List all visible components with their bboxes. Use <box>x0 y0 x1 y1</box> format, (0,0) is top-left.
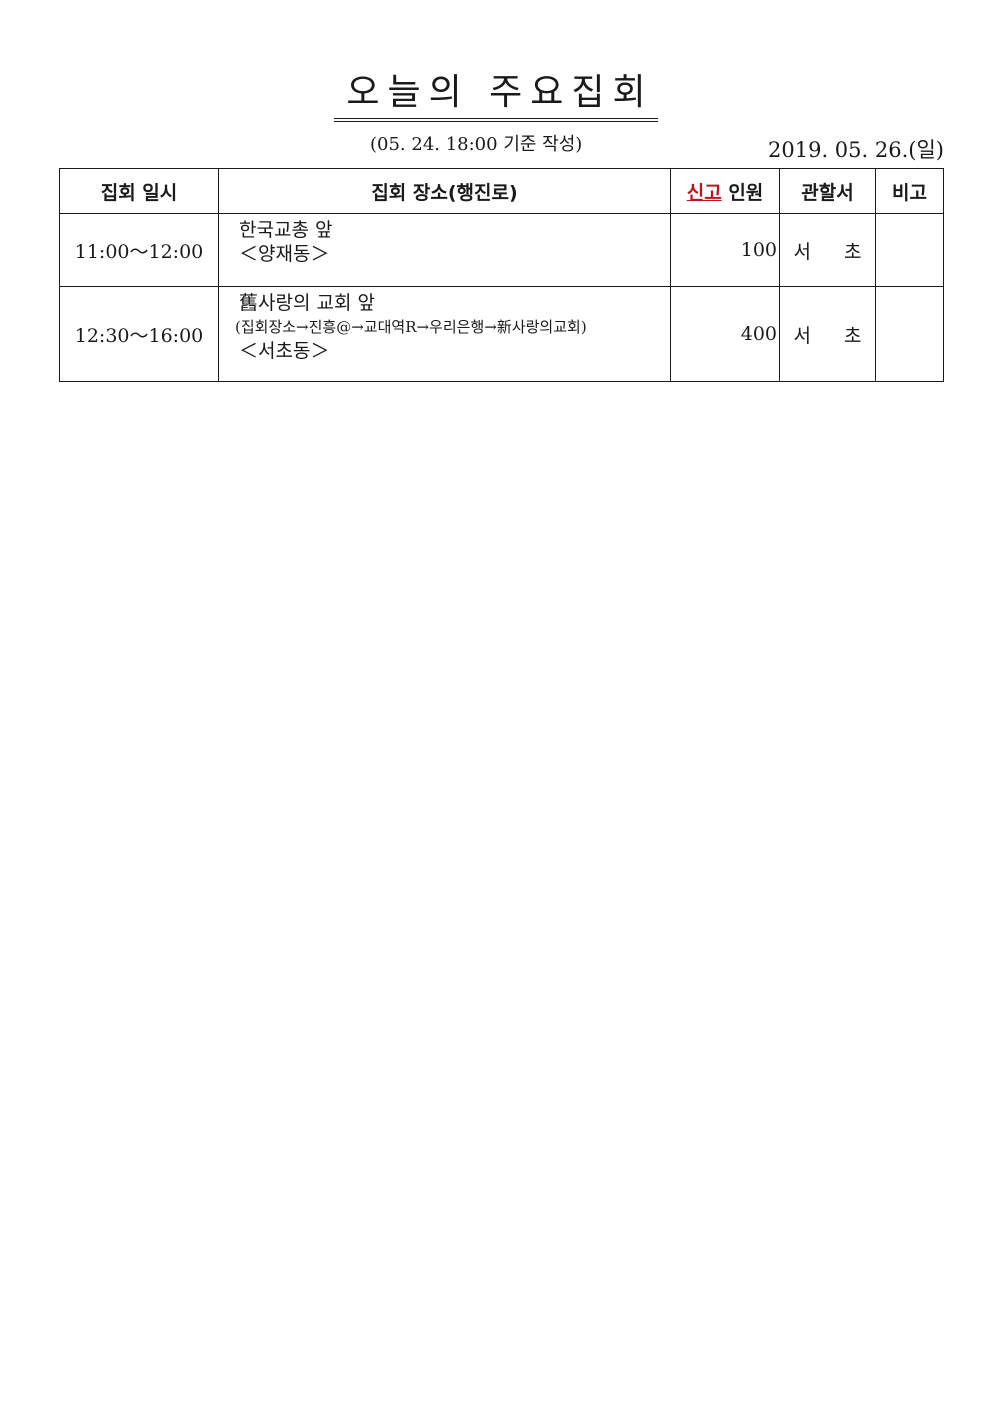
place-district: ＜서초동＞ <box>239 340 330 362</box>
place-district: ＜양재동＞ <box>239 243 330 265</box>
cell-time: 12:30～16:00 <box>59 286 219 382</box>
place-name: 舊사랑의 교회 앞 <box>239 292 375 314</box>
header-note: 비고 <box>875 168 944 214</box>
basis-note: (05. 24. 18:00 기준 작성) <box>370 134 583 155</box>
title-wrap: 오늘의 주요집회 <box>0 70 992 122</box>
rally-table: 집회 일시 집회 장소(행진로) 신고 인원 관할서 비고 11:00～12:0… <box>59 168 944 382</box>
document-title: 오늘의 주요집회 <box>334 70 658 122</box>
cell-note <box>875 286 944 382</box>
header-station: 관할서 <box>779 168 876 214</box>
table-row: 11:00～12:00 한국교총 앞 ＜양재동＞ 100 서 초 <box>59 213 944 287</box>
station-name: 서 초 <box>793 240 862 263</box>
header-time: 집회 일시 <box>59 168 219 214</box>
place-route: (집회장소→진흥@→교대역R→우리은행→新사랑의교회) <box>235 318 587 336</box>
cell-place: 舊사랑의 교회 앞 (집회장소→진흥@→교대역R→우리은행→新사랑의교회) ＜서… <box>218 286 671 382</box>
header-count: 신고 인원 <box>670 168 780 214</box>
header-count-reported: 신고 <box>686 181 722 204</box>
cell-time: 11:00～12:00 <box>59 213 219 287</box>
cell-count: 100 <box>670 213 780 287</box>
station-name: 서 초 <box>793 324 862 347</box>
table-row: 12:30～16:00 舊사랑의 교회 앞 (집회장소→진흥@→교대역R→우리은… <box>59 286 944 382</box>
cell-station: 서 초 <box>779 286 876 382</box>
cell-place: 한국교총 앞 ＜양재동＞ <box>218 213 671 287</box>
report-date: 2019. 05. 26.(일) <box>768 138 944 162</box>
header-place: 집회 장소(행진로) <box>218 168 671 214</box>
cell-note <box>875 213 944 287</box>
table-header-row: 집회 일시 집회 장소(행진로) 신고 인원 관할서 비고 <box>59 168 944 214</box>
place-name: 한국교총 앞 <box>239 219 333 241</box>
cell-station: 서 초 <box>779 213 876 287</box>
header-count-people: 인원 <box>728 181 764 204</box>
cell-count: 400 <box>670 286 780 382</box>
